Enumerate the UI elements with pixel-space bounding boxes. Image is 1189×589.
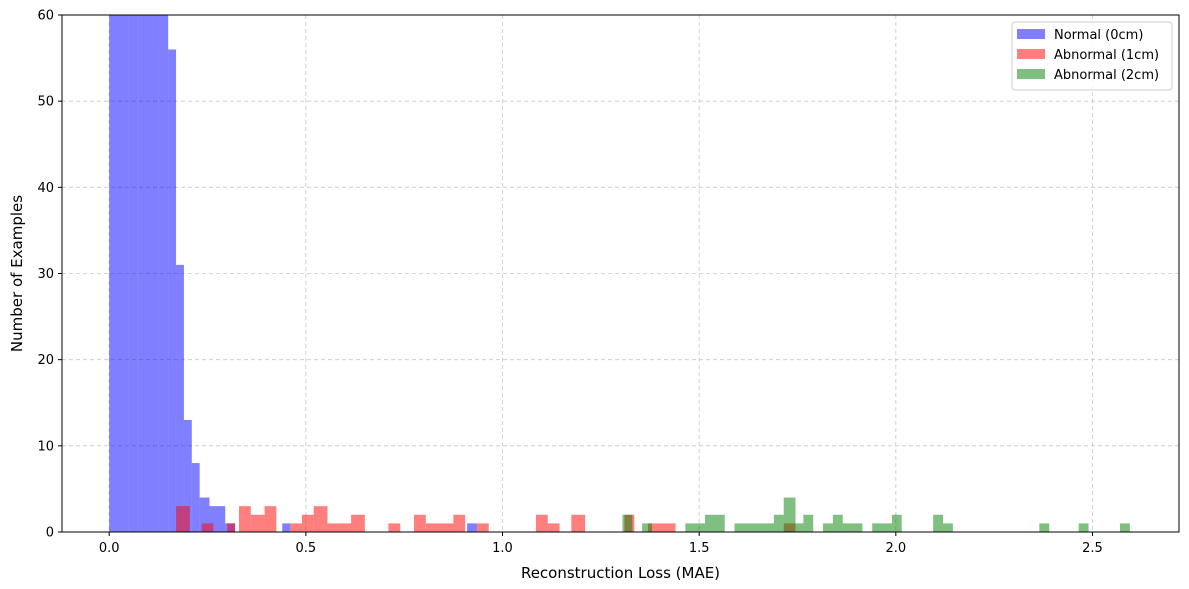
bar-normal-0cm	[138, 15, 149, 532]
bar-abnormal-1cm	[176, 506, 190, 532]
bar-abnormal-1cm	[547, 523, 560, 532]
bar-abnormal-2cm	[803, 514, 814, 532]
bar-abnormal-1cm	[313, 506, 328, 532]
legend-label-abnormal-2cm: Abnormal (2cm)	[1054, 68, 1159, 83]
x-axis-label: Reconstruction Loss (MAE)	[521, 564, 720, 582]
y-tick-label: 40	[37, 181, 54, 196]
bar-abnormal-1cm	[388, 523, 401, 532]
bar-abnormal-2cm	[705, 514, 725, 532]
bar-abnormal-1cm	[648, 523, 676, 532]
bar-abnormal-1cm	[535, 514, 548, 532]
y-axis-ticks: 0 10 20 30 40 50 60	[37, 9, 62, 541]
bar-abnormal-2cm	[1120, 523, 1130, 532]
y-tick-label: 10	[37, 439, 54, 454]
bar-abnormal-1cm	[201, 523, 214, 532]
bar-normal-0cm	[183, 419, 192, 532]
x-axis-ticks: 0.0 0.5 1.0 1.5 2.0 2.5	[99, 532, 1103, 556]
bar-abnormal-2cm	[891, 514, 902, 532]
bar-abnormal-1cm	[351, 514, 365, 532]
x-tick-label: 0.5	[296, 541, 317, 556]
bar-abnormal-1cm	[327, 523, 352, 532]
plot-area-frame	[61, 14, 1180, 533]
x-tick-label: 2.0	[885, 541, 906, 556]
bar-abnormal-2cm	[773, 514, 784, 532]
bar-normal-0cm	[282, 523, 291, 532]
legend-frame	[1011, 21, 1173, 91]
y-tick-label: 0	[46, 526, 54, 541]
x-tick-label: 1.5	[689, 541, 710, 556]
legend-swatch-abnormal-2cm	[1017, 69, 1045, 79]
bar-normal-0cm	[109, 15, 120, 532]
bar-abnormal-2cm	[622, 514, 633, 532]
x-tick-label: 0.0	[99, 541, 120, 556]
bar-abnormal-2cm	[872, 523, 892, 532]
bar-abnormal-1cm	[453, 514, 466, 532]
bar-normal-0cm	[148, 15, 159, 532]
bar-abnormal-2cm	[842, 523, 863, 532]
bar-abnormal-1cm	[290, 523, 302, 532]
bar-normal-0cm	[119, 15, 129, 532]
bar-abnormal-1cm	[476, 523, 489, 532]
x-tick-label: 1.0	[492, 541, 513, 556]
bar-abnormal-2cm	[642, 523, 652, 532]
bar-normal-0cm	[176, 264, 184, 532]
bar-normal-0cm	[199, 497, 210, 532]
bar-abnormal-1cm	[264, 506, 277, 532]
y-tick-label: 20	[37, 353, 54, 368]
y-tick-label: 30	[37, 267, 54, 282]
bar-abnormal-1cm	[250, 514, 265, 532]
bar-abnormal-1cm	[571, 514, 586, 532]
bar-abnormal-1cm	[227, 523, 236, 532]
grid-lines	[62, 14, 1179, 533]
bar-abnormal-2cm	[795, 523, 804, 532]
y-tick-label: 50	[37, 95, 54, 110]
bar-normal-0cm	[168, 49, 177, 532]
bar-normal-0cm	[191, 463, 200, 532]
bar-abnormal-1cm	[301, 514, 314, 532]
histogram-bars	[109, 15, 1130, 532]
bar-abnormal-2cm	[783, 497, 796, 532]
bar-abnormal-1cm	[414, 514, 426, 532]
bar-abnormal-2cm	[685, 523, 706, 532]
legend: Normal (0cm) Abnormal (1cm) Abnormal (2c…	[1011, 21, 1173, 91]
legend-swatch-normal	[1017, 29, 1045, 39]
bar-abnormal-2cm	[943, 523, 953, 532]
y-axis-label: Number of Examples	[8, 195, 26, 352]
bar-abnormal-2cm	[933, 514, 944, 532]
bar-abnormal-1cm	[425, 523, 454, 532]
bar-normal-0cm	[158, 15, 169, 532]
legend-label-normal: Normal (0cm)	[1054, 28, 1143, 43]
bar-abnormal-2cm	[1039, 523, 1050, 532]
legend-swatch-abnormal-1cm	[1017, 49, 1045, 59]
bar-abnormal-2cm	[734, 523, 774, 532]
y-tick-label: 60	[37, 9, 54, 24]
x-tick-label: 2.5	[1082, 541, 1103, 556]
bar-abnormal-2cm	[832, 514, 843, 532]
bar-normal-0cm	[467, 523, 477, 532]
bar-normal-0cm	[128, 15, 139, 532]
bar-abnormal-2cm	[1078, 523, 1089, 532]
bar-abnormal-1cm	[238, 506, 251, 532]
bar-abnormal-2cm	[823, 523, 833, 532]
legend-label-abnormal-1cm: Abnormal (1cm)	[1054, 48, 1159, 63]
